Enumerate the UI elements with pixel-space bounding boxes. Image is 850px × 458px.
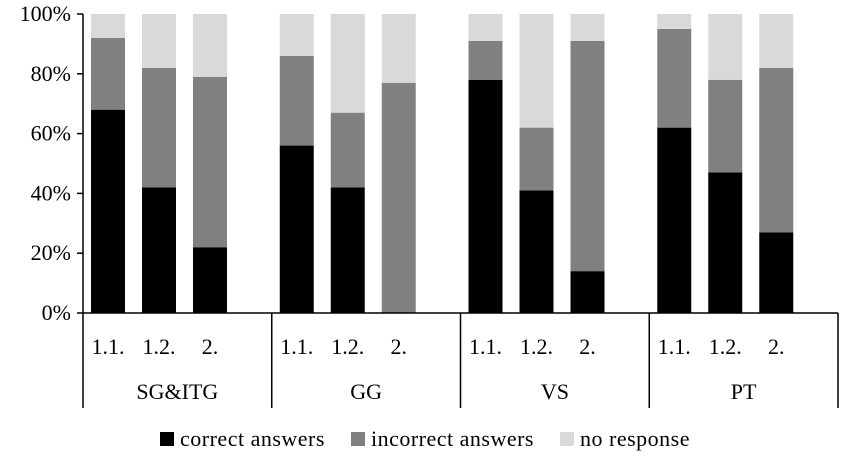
category-label: 1.1. xyxy=(92,334,125,359)
bar-segment-no-response xyxy=(381,14,416,83)
category-label: 1.2. xyxy=(709,334,742,359)
bar-segment-no-response xyxy=(657,14,692,29)
bar-segment-incorrect-answers xyxy=(330,112,365,188)
bar-segment-incorrect-answers xyxy=(279,55,314,146)
bar-segment-no-response xyxy=(193,14,227,77)
bar-segment-incorrect-answers xyxy=(193,76,227,248)
bar-segment-no-response xyxy=(570,14,605,41)
bar-segment-no-response xyxy=(519,14,554,128)
legend-swatch xyxy=(560,432,574,446)
bar-segment-incorrect-answers xyxy=(142,67,176,188)
legend-item: no response xyxy=(560,426,690,452)
category-label: 1.1. xyxy=(280,334,313,359)
category-label: 1.2. xyxy=(143,334,176,359)
group-label: PT xyxy=(731,379,757,404)
bar-segment-no-response xyxy=(91,14,125,38)
y-tick-label: 80% xyxy=(31,61,71,86)
bar-segment-no-response xyxy=(330,14,365,113)
bar-segment-incorrect-answers xyxy=(708,79,743,173)
y-tick-label: 0% xyxy=(42,300,71,325)
bar-segment-correct-answers xyxy=(91,109,125,314)
group-label: VS xyxy=(541,379,569,404)
bar-segment-correct-answers xyxy=(330,187,365,313)
category-label: 2. xyxy=(768,334,785,359)
legend-label: incorrect answers xyxy=(370,426,534,451)
bar-segment-correct-answers xyxy=(142,187,176,313)
category-label: 1.2. xyxy=(520,334,553,359)
bar-segment-correct-answers xyxy=(657,127,692,314)
bar-segment-incorrect-answers xyxy=(468,40,503,80)
category-label: 1.1. xyxy=(469,334,502,359)
bar-segment-no-response xyxy=(708,14,743,80)
bar-segment-correct-answers xyxy=(570,271,605,313)
bar-segment-incorrect-answers xyxy=(570,40,605,272)
legend-swatch xyxy=(160,432,175,446)
y-tick-label: 20% xyxy=(31,240,71,265)
bar-segment-no-response xyxy=(759,14,794,68)
bar-segment-correct-answers xyxy=(279,145,314,313)
bar-segment-no-response xyxy=(142,14,176,68)
category-label: 1.2. xyxy=(331,334,364,359)
group-label: GG xyxy=(350,379,382,404)
legend-swatch xyxy=(350,432,365,446)
bar-segment-incorrect-answers xyxy=(657,28,692,128)
bar-segment-correct-answers xyxy=(708,172,743,313)
bar-segment-correct-answers xyxy=(468,79,503,313)
group-label: SG&ITG xyxy=(136,379,218,404)
bar-segment-correct-answers xyxy=(193,247,227,313)
bar-segment-no-response xyxy=(279,14,314,56)
legend-label: correct answers xyxy=(180,426,325,451)
legend-label: no response xyxy=(580,426,690,451)
legend: correct answers incorrect answers no respo… xyxy=(0,424,850,454)
y-tick-label: 60% xyxy=(31,121,71,146)
category-label: 2. xyxy=(391,334,408,359)
bar-segment-incorrect-answers xyxy=(381,82,416,314)
y-tick-label: 100% xyxy=(20,1,71,26)
labels-layer: 1.1. 1.2. 2. SG&ITG 1.1. 1.2. 2. GG 1.1. 1.2. 2. VS… xyxy=(20,1,785,404)
bar-segment-no-response xyxy=(468,14,503,41)
bar-segment-incorrect-answers xyxy=(759,67,794,233)
bar-segment-incorrect-answers xyxy=(519,127,554,191)
bar-segment-incorrect-answers xyxy=(91,37,125,110)
category-label: 1.1. xyxy=(658,334,691,359)
bars-layer xyxy=(91,14,794,314)
bar-segment-correct-answers xyxy=(759,232,794,313)
category-label: 2. xyxy=(202,334,219,359)
legend-item: correct answers xyxy=(160,426,325,452)
bar-segment-correct-answers xyxy=(519,190,554,313)
y-tick-label: 40% xyxy=(31,180,71,205)
legend-item: incorrect answers xyxy=(350,426,534,452)
category-label: 2. xyxy=(579,334,596,359)
axes-layer xyxy=(77,13,839,408)
